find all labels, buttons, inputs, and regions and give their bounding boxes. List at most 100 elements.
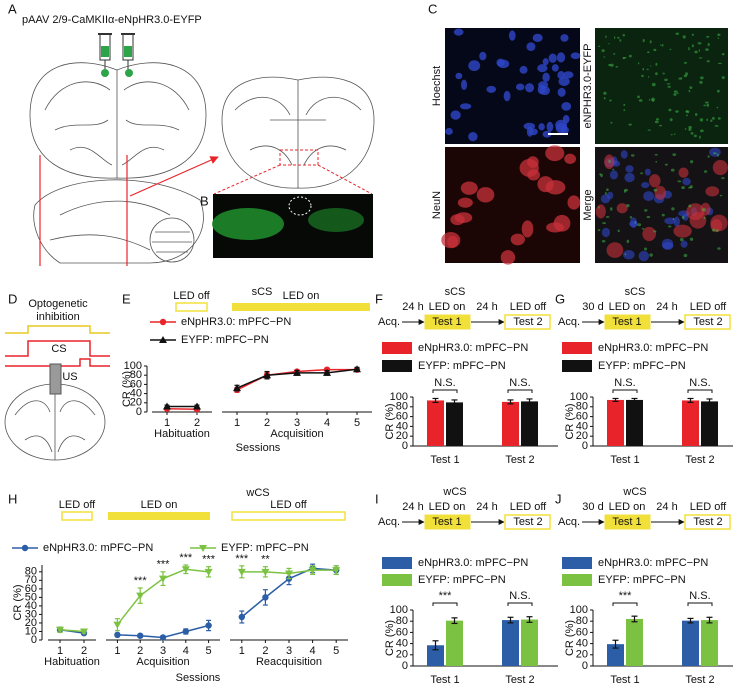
cell (655, 62, 658, 66)
y-tick-label: 40 (25, 600, 37, 612)
data-point (80, 628, 88, 636)
cell (653, 230, 657, 233)
cell (615, 66, 618, 68)
cell (705, 186, 720, 197)
cell (661, 238, 674, 250)
y-tick-label: 0 (402, 660, 408, 672)
us-label: US (62, 371, 77, 383)
y-tick-label: 20 (396, 649, 408, 661)
cell (673, 90, 678, 93)
cell (508, 30, 516, 41)
x-tick-label: Test 2 (505, 454, 534, 466)
cell (688, 129, 692, 131)
cell (624, 188, 628, 192)
cell (681, 186, 685, 190)
data-point (137, 632, 144, 639)
cell (716, 89, 720, 93)
cell (690, 132, 694, 135)
cell (626, 239, 630, 244)
y-tick-label: 60 (396, 626, 408, 638)
cell (553, 214, 571, 232)
legend-label: EYFP: mPFC−PN (418, 360, 506, 372)
protocol-start: Acq. (558, 316, 580, 328)
fiber-tip (288, 196, 312, 216)
cell (605, 35, 607, 39)
syringes (98, 33, 135, 72)
cell (686, 203, 705, 221)
data-point (323, 368, 331, 376)
cell (537, 64, 548, 73)
led-bar (232, 303, 370, 311)
panel-b: B (200, 193, 373, 258)
led-bar (175, 302, 208, 312)
cell (699, 135, 701, 139)
cell (625, 165, 634, 173)
legend-swatch (382, 360, 412, 372)
panel-d: D Optogenetic inhibition CS US (4, 291, 110, 461)
cell (670, 134, 673, 136)
cs-label: CS (51, 343, 66, 355)
panel-a: A pAAV 2/9-CaMKIIα-eNpHR3.0-EYFP (8, 1, 375, 266)
cell (542, 72, 550, 83)
data-point (163, 402, 171, 410)
legend-marker (21, 544, 29, 552)
segment-label: Acquisition (270, 428, 323, 440)
cell (600, 194, 611, 204)
legend-label: EYFP: mPFC−PN (598, 574, 686, 586)
significance: *** (157, 559, 171, 571)
y-tick-label: 80 (576, 615, 588, 627)
cell (609, 99, 612, 102)
data-point (308, 567, 317, 575)
significance: N.S. (689, 377, 710, 389)
data-point (182, 628, 189, 635)
cell (643, 191, 655, 202)
bar (502, 401, 519, 446)
led-bar (61, 511, 93, 521)
cell (503, 90, 511, 102)
cell (560, 34, 569, 42)
y-tick-label: 20 (576, 649, 588, 661)
cell (595, 204, 606, 219)
x-tick-label: 4 (183, 645, 189, 657)
cell (688, 47, 690, 51)
cell (721, 76, 725, 80)
legend-swatch (382, 342, 412, 354)
data-point (159, 575, 167, 583)
cell (608, 63, 612, 67)
data-point (332, 567, 341, 575)
cell (598, 45, 601, 47)
cell (646, 215, 651, 219)
y-axis-label: CR (%) (121, 371, 133, 407)
cell (689, 185, 693, 189)
cell (672, 217, 675, 221)
protocol-start: Acq. (378, 516, 400, 528)
significance-bracket (507, 389, 533, 393)
y-tick-label: 40 (396, 638, 408, 650)
cell (614, 36, 616, 40)
y-tick-label: 100 (124, 360, 142, 372)
y-tick-label: 100 (390, 604, 408, 616)
cell (706, 118, 709, 122)
cell (694, 50, 698, 54)
protocol-led: LED off (690, 301, 727, 313)
cell (570, 52, 581, 60)
cell (664, 78, 668, 82)
y-tick-label: 0 (402, 440, 408, 452)
cell (717, 33, 721, 36)
y-axis-label: CR (%) (564, 403, 576, 439)
cell (675, 32, 680, 35)
significance: *** (179, 552, 193, 564)
cell (606, 188, 609, 192)
significance-bracket (612, 389, 638, 393)
y-tick-label: 70 (25, 574, 37, 586)
x-axis-label: Sessions (236, 442, 281, 454)
optic-fiber (49, 363, 62, 395)
cell (669, 48, 672, 51)
protocol-delay: 24 h (402, 501, 423, 513)
cell (601, 49, 605, 53)
cell (661, 43, 664, 47)
cell (628, 54, 632, 58)
cell (630, 154, 635, 157)
bar (607, 644, 624, 666)
y-tick-label: 20 (130, 397, 142, 409)
